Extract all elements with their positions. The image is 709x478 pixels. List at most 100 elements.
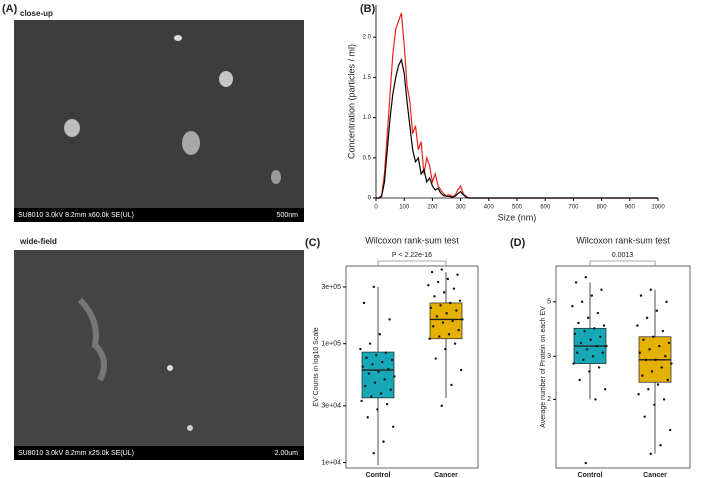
data-point [668, 428, 672, 432]
data-point [661, 329, 665, 333]
data-point [643, 415, 646, 418]
data-point [638, 351, 642, 354]
data-point [571, 304, 574, 308]
y-tick-label: 3e+04 [321, 403, 341, 410]
annotation: P < 2.22e-16 [392, 252, 432, 259]
data-point [600, 288, 603, 291]
data-point [383, 378, 386, 381]
data-point [576, 351, 579, 354]
data-point [667, 341, 671, 345]
data-point [377, 370, 380, 373]
x-tick-label: Control [366, 472, 391, 478]
data-point [361, 365, 365, 368]
data-point [452, 287, 456, 290]
data-point [440, 404, 443, 408]
x-tick-label: 600 [540, 205, 551, 211]
x-tick-label: 700 [568, 205, 579, 211]
x-tick-label: 100 [399, 205, 410, 211]
data-point [639, 294, 643, 297]
data-point [459, 368, 463, 372]
data-point [596, 311, 600, 315]
data-point [432, 325, 435, 328]
x-tick-label: 500 [512, 205, 523, 211]
data-point [595, 344, 598, 348]
data-point [573, 332, 577, 336]
data-point [373, 381, 377, 384]
data-point [372, 285, 375, 289]
data-point [597, 366, 601, 369]
image-label: wide-field [19, 237, 57, 246]
chart-title: Wilcoxon rank-sum test [365, 235, 459, 245]
data-point [376, 408, 379, 411]
data-point [636, 324, 639, 327]
data-point [659, 444, 662, 447]
data-point [384, 351, 388, 354]
y-tick-label: 3e+05 [321, 284, 341, 291]
scale-bar: 500nm [277, 212, 299, 219]
data-point [650, 370, 654, 373]
data-point [391, 425, 395, 428]
data-point [589, 338, 592, 342]
data-point [585, 348, 589, 351]
data-point [583, 329, 586, 333]
data-point [660, 366, 663, 369]
data-point [440, 268, 443, 271]
data-point [642, 338, 645, 342]
data-point [641, 374, 644, 377]
data-point [451, 319, 454, 323]
sem-image [14, 250, 304, 460]
data-point [382, 440, 385, 443]
y-tick-label: 0.5 [363, 155, 372, 161]
data-line [376, 57, 658, 199]
data-point [656, 383, 660, 386]
data-point [456, 273, 459, 276]
data-point [387, 367, 390, 371]
y-tick-label: 0 [368, 196, 372, 202]
data-point [658, 344, 661, 348]
panel-label: (B) [360, 3, 376, 15]
data-point [446, 277, 450, 281]
x-tick-label: 1000 [651, 205, 665, 211]
data-point [441, 321, 445, 324]
data-point [371, 363, 374, 366]
y-tick-label: 3 [547, 353, 551, 360]
data-point [593, 327, 596, 330]
y-axis-label: Concentration (particles / ml) [346, 44, 356, 159]
data-point [388, 318, 391, 321]
panel-label: (D) [510, 237, 526, 249]
data-point [649, 452, 652, 455]
data-point [457, 328, 460, 332]
x-tick-label: Cancer [643, 472, 667, 478]
data-point [449, 301, 452, 305]
x-tick-label: 800 [597, 205, 608, 211]
data-point [584, 276, 587, 279]
data-point [360, 399, 363, 403]
data-point [578, 378, 581, 382]
data-point [461, 318, 464, 321]
data-point [594, 398, 597, 401]
data-point [393, 375, 396, 378]
data-point [439, 304, 442, 307]
y-tick-label: 1e+04 [321, 459, 341, 466]
data-point [381, 360, 384, 364]
data-point [378, 333, 382, 336]
y-axis-label: Average number of Protein on each EV [540, 306, 547, 428]
y-tick-label: 5 [547, 299, 551, 306]
data-point [453, 342, 457, 345]
data-point [444, 347, 447, 351]
y-tick-label: 1e+05 [321, 341, 341, 348]
data-point [458, 299, 462, 302]
data-point [601, 351, 604, 354]
y-tick-label: 2.0 [363, 35, 372, 41]
x-tick-label: Cancer [434, 472, 458, 478]
data-point [429, 306, 433, 310]
chart-title: Wilcoxon rank-sum test [576, 235, 670, 245]
image-label: close-up [20, 9, 53, 18]
data-point [651, 335, 655, 339]
data-point [647, 388, 650, 391]
y-tick-label: 1.0 [363, 115, 372, 121]
x-tick-label: 900 [625, 205, 636, 211]
data-point [366, 416, 369, 419]
bracket [589, 260, 656, 266]
